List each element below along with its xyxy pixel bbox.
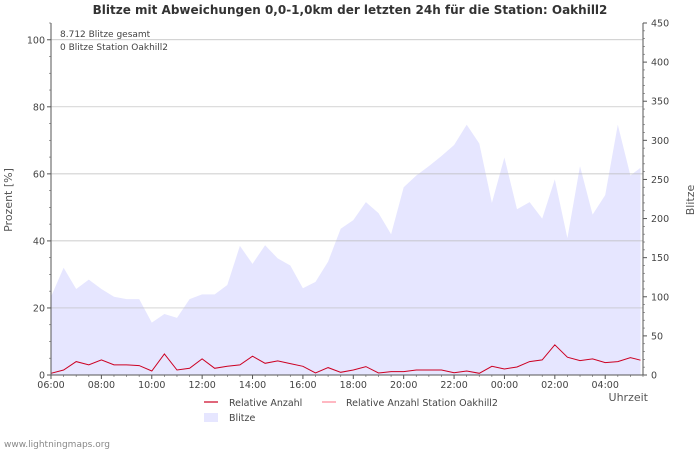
- y-right-tick-label: 450: [651, 19, 669, 30]
- y-left-tick-label: 0: [39, 371, 45, 382]
- y-left-tick-label: 60: [33, 169, 45, 180]
- xlabel: Uhrzeit: [609, 391, 649, 404]
- ylabel-right: Blitze: [684, 185, 697, 216]
- ylabel-left: Prozent [%]: [2, 168, 15, 232]
- series-blitze-area: [51, 124, 641, 375]
- x-tick-label: 00:00: [491, 380, 518, 391]
- y-right-tick-label: 100: [651, 292, 669, 303]
- annotation-total: 8.712 Blitze gesamt: [60, 30, 151, 40]
- x-tick-label: 12:00: [188, 380, 215, 391]
- legend-swatch-blitze: [204, 413, 218, 422]
- series-relative-anzahl-line: [50, 344, 641, 374]
- x-tick-label: 02:00: [541, 380, 568, 391]
- y-right-tick-label: 50: [651, 331, 663, 342]
- y-right-tick-label: 300: [651, 136, 669, 147]
- x-tick-label: 18:00: [340, 380, 367, 391]
- legend-label-station: Relative Anzahl Station Oakhill2: [346, 398, 498, 409]
- legend-label-relative: Relative Anzahl: [229, 398, 302, 409]
- x-tick-label: 22:00: [440, 380, 467, 391]
- x-tick-label: 08:00: [88, 380, 115, 391]
- x-tick-label: 20:00: [390, 380, 417, 391]
- y-left-tick-label: 20: [33, 303, 45, 314]
- y-right-tick-label: 0: [651, 371, 657, 382]
- legend-label-blitze: Blitze: [229, 413, 256, 424]
- y-left-tick-label: 40: [33, 236, 45, 247]
- x-tick-label: 14:00: [239, 380, 266, 391]
- y-left-tick-label: 100: [27, 35, 45, 46]
- y-right-tick-label: 250: [651, 175, 669, 186]
- annotation-station: 0 Blitze Station Oakhill2: [60, 43, 168, 53]
- y-right-tick-label: 400: [651, 58, 669, 69]
- y-right-tick-label: 200: [651, 214, 669, 225]
- x-tick-label: 06:00: [37, 380, 64, 391]
- x-tick-label: 04:00: [592, 380, 619, 391]
- legend: Relative Anzahl Relative Anzahl Station …: [204, 398, 498, 424]
- y-right-tick-label: 150: [651, 253, 669, 264]
- footer-credit[interactable]: www.lightningmaps.org: [4, 440, 110, 450]
- x-tick-label: 16:00: [289, 380, 316, 391]
- y-right-tick-label: 350: [651, 97, 669, 108]
- x-tick-label: 10:00: [138, 380, 165, 391]
- chart-title: Blitze mit Abweichungen 0,0-1,0km der le…: [93, 3, 608, 17]
- y-left-tick-label: 80: [33, 102, 45, 113]
